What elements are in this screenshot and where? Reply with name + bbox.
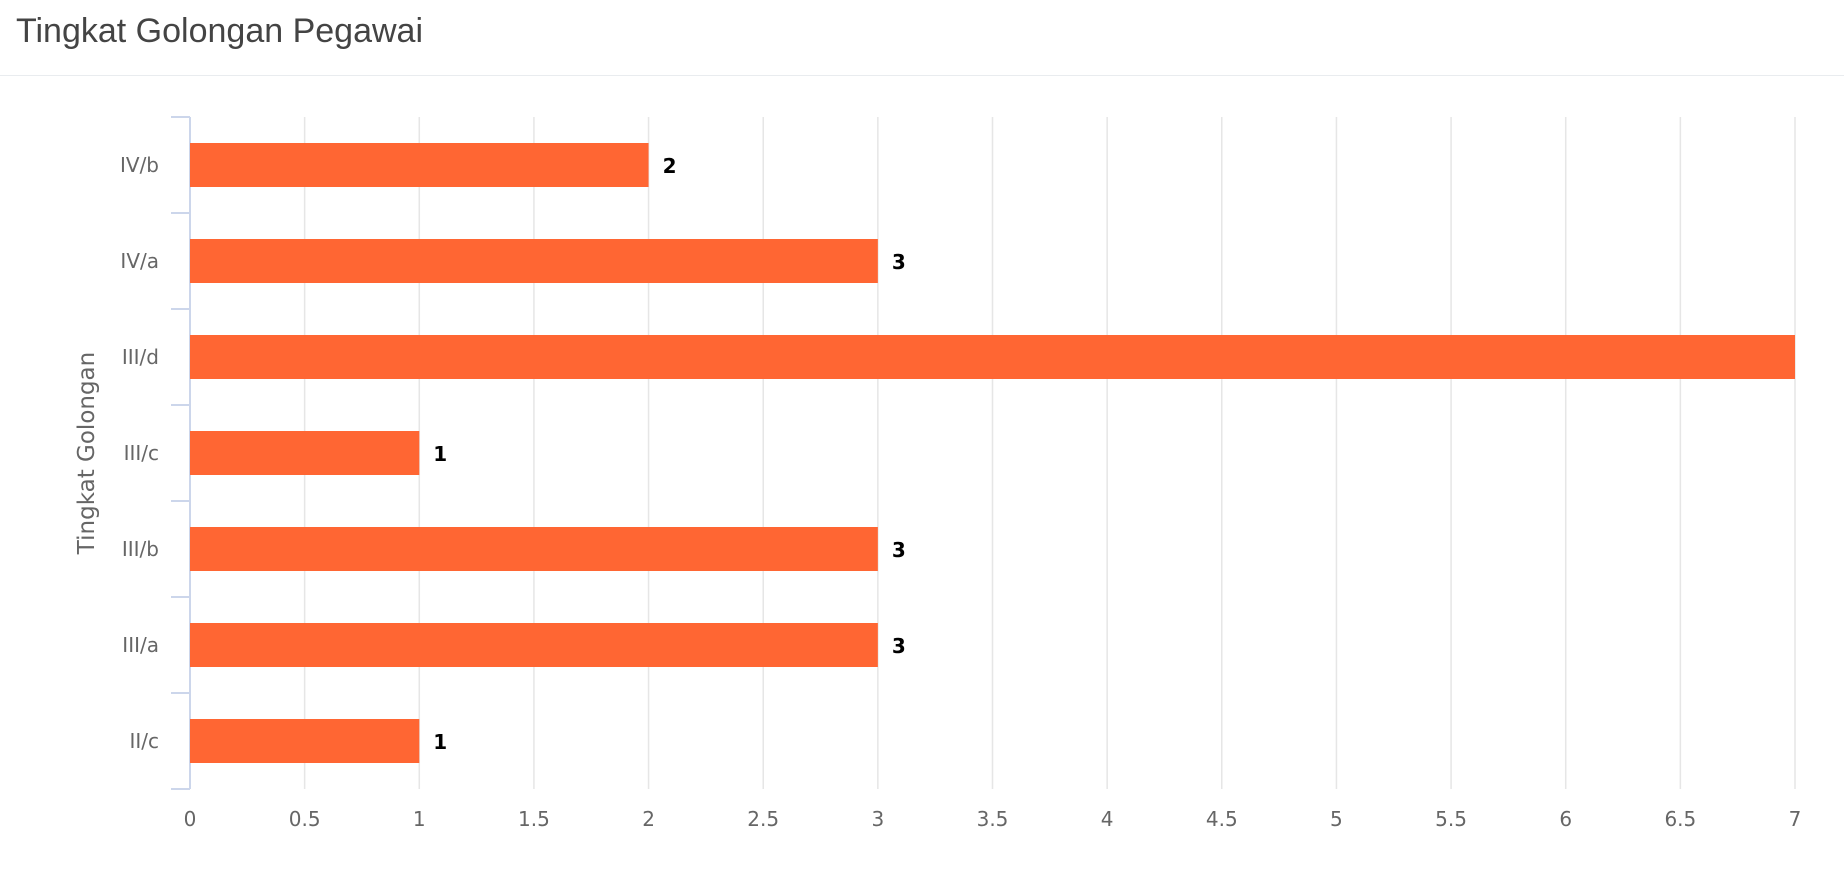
data-label: 1	[433, 730, 447, 754]
bar	[190, 335, 1795, 379]
x-tick-label: 4.5	[1206, 807, 1238, 831]
x-tick-label: 0.5	[289, 807, 321, 831]
data-label: 3	[892, 538, 906, 562]
x-tick-label: 6.5	[1664, 807, 1696, 831]
labels: 0 0.5 1 1.5 2 2.5 3 3.5 4 4.5 5 5.5 6 6.5 7 IV/b 2 IV/a 3 I…	[120, 153, 1801, 831]
x-tick-label: 0	[184, 807, 197, 831]
x-tick-label: 3	[871, 807, 884, 831]
bar	[190, 719, 420, 763]
bar	[190, 527, 878, 571]
x-tick-label: 6	[1559, 807, 1572, 831]
y-tick-label: III/a	[122, 633, 159, 657]
bar	[190, 623, 878, 667]
bar	[190, 239, 878, 283]
y-tick-label: IV/a	[120, 249, 159, 273]
bar	[190, 143, 649, 187]
data-label: 3	[892, 634, 906, 658]
x-tick-label: 5.5	[1435, 807, 1467, 831]
x-tick-label: 7	[1789, 807, 1802, 831]
data-label: 1	[433, 442, 447, 466]
y-tick-label: IV/b	[120, 153, 159, 177]
data-label: 3	[892, 250, 906, 274]
panel-header: Tingkat Golongan Pegawai	[0, 0, 1844, 76]
panel-title: Tingkat Golongan Pegawai	[16, 12, 424, 50]
bar	[190, 431, 420, 475]
data-label: 2	[663, 154, 677, 178]
grid-lines	[303, 117, 1796, 789]
x-tick-label: 2.5	[747, 807, 779, 831]
y-tick-label: II/c	[129, 729, 159, 753]
x-tick-label: 1.5	[518, 807, 550, 831]
y-tick-label: III/d	[122, 345, 159, 369]
axes	[171, 116, 191, 790]
x-tick-label: 2	[642, 807, 655, 831]
x-tick-label: 1	[413, 807, 426, 831]
x-tick-label: 3.5	[977, 807, 1009, 831]
bars	[190, 143, 1795, 763]
y-axis-title: Tingkat Golongan	[74, 352, 100, 555]
x-tick-label: 5	[1330, 807, 1343, 831]
x-tick-label: 4	[1101, 807, 1114, 831]
y-tick-label: III/b	[122, 537, 159, 561]
y-tick-label: III/c	[124, 441, 159, 465]
